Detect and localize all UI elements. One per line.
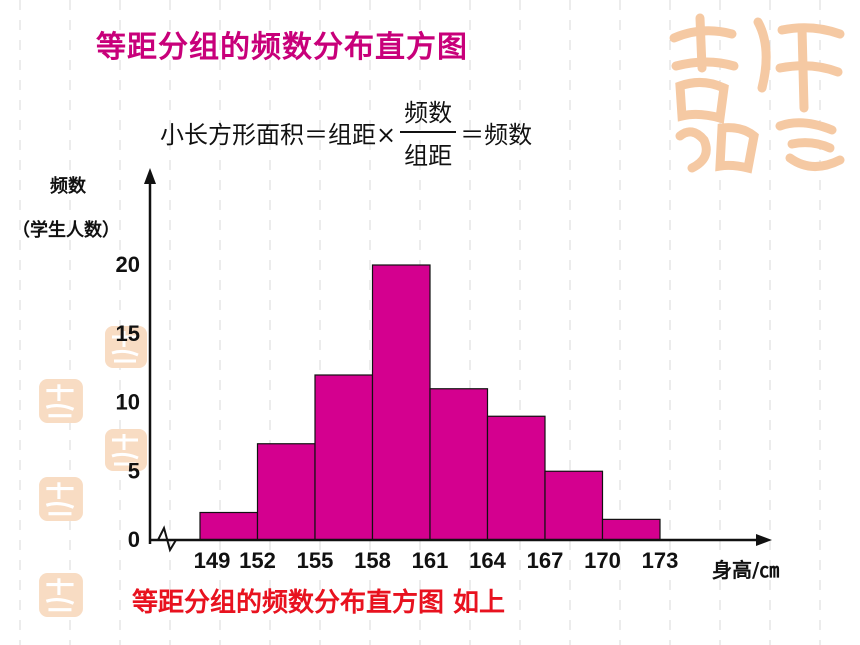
formula-fraction: 频数 组距 <box>400 93 457 171</box>
y-tick-label: 20 <box>116 252 140 277</box>
small-seal-watermark <box>39 477 83 521</box>
histogram-bar <box>199 511 259 541</box>
small-seal-watermark <box>39 379 83 423</box>
small-seal-watermark <box>39 573 83 617</box>
x-tick-label: 152 <box>239 548 276 573</box>
x-tick-label: 164 <box>469 548 506 573</box>
small-seal-watermark <box>105 326 147 368</box>
y-tick-label: 15 <box>116 321 140 346</box>
histogram-bar <box>314 374 374 541</box>
x-tick-label: 161 <box>412 548 449 573</box>
x-tick-label: 155 <box>297 548 334 573</box>
histogram-bar <box>486 415 546 541</box>
fraction-denominator: 组距 <box>404 142 453 170</box>
x-tick-label: 167 <box>527 548 564 573</box>
x-tick-label: 158 <box>354 548 391 573</box>
x-axis-label: 身高/㎝ <box>712 558 780 582</box>
large-seal-watermark <box>669 13 845 174</box>
x-tick-label: 149 <box>194 548 231 573</box>
histogram-bar <box>601 518 661 541</box>
area-formula: 小长方形面积＝组距× 频数 组距 ＝频数 <box>160 92 532 172</box>
fraction-numerator: 频数 <box>400 93 457 133</box>
histogram-bar <box>371 264 431 541</box>
slide-title: 等距分组的频数分布直方图 <box>96 30 468 65</box>
x-axis-arrow <box>756 534 772 546</box>
histogram-bar <box>544 470 604 541</box>
small-seal-watermark <box>105 429 147 471</box>
y-axis-arrow <box>144 168 156 184</box>
y-axis-label-sub: （学生人数） <box>12 220 120 241</box>
axis-break-mark <box>157 525 177 553</box>
slide-caption: 等距分组的频数分布直方图 如上 <box>132 588 506 618</box>
x-tick-label: 173 <box>642 548 679 573</box>
y-tick-label: 0 <box>128 527 140 552</box>
x-tick-label: 170 <box>584 548 621 573</box>
y-tick-label: 10 <box>116 390 140 415</box>
y-tick-label: 5 <box>128 458 140 483</box>
formula-lhs: 小长方形面积＝组距× <box>160 120 397 149</box>
histogram-bar <box>429 388 489 541</box>
y-axis-label: 频数 <box>50 176 86 197</box>
formula-rhs: ＝频数 <box>460 120 533 149</box>
histogram-bar <box>256 443 316 541</box>
